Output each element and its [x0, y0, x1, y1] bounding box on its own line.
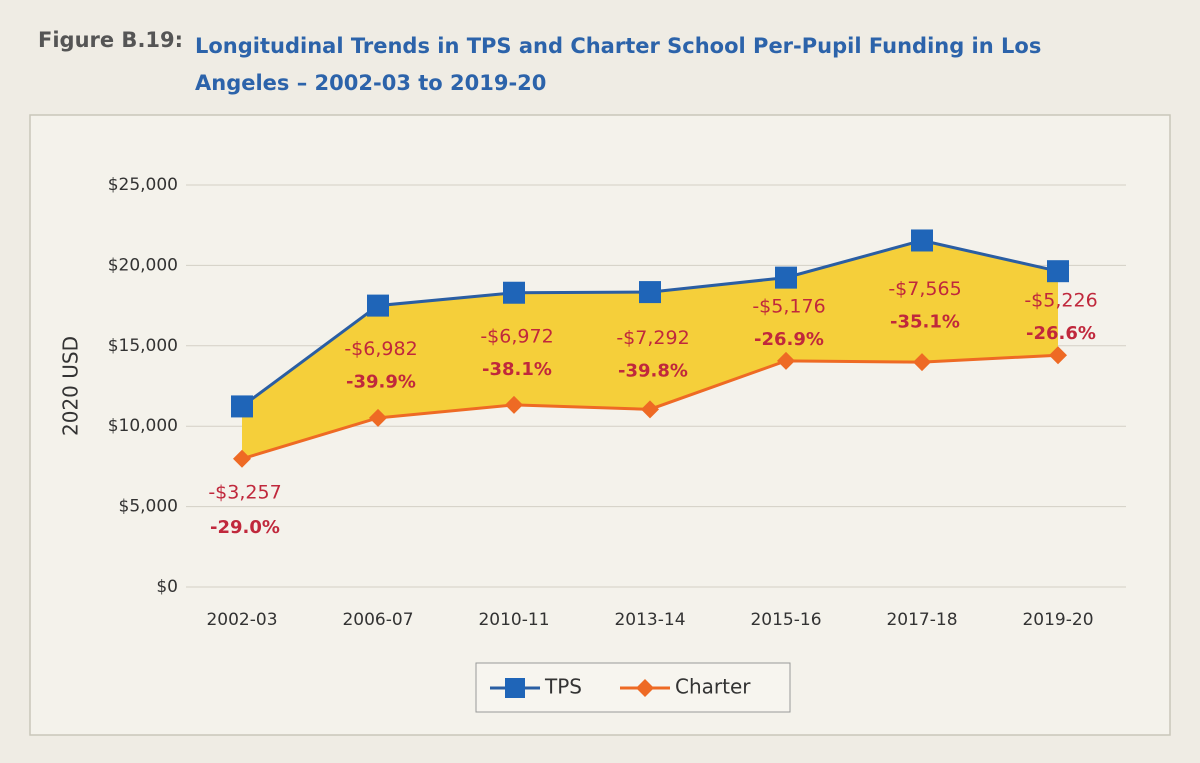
x-tick-label: 2015-16	[750, 610, 821, 630]
y-tick-label: $10,000	[108, 416, 178, 436]
difference-label: -$6,972	[480, 325, 553, 347]
difference-label: -$7,292	[616, 327, 689, 349]
difference-label: -$3,257	[208, 481, 281, 503]
x-tick-label: 2010-11	[478, 610, 549, 630]
legend-marker	[636, 679, 654, 697]
x-tick-label: 2013-14	[614, 610, 685, 630]
difference-label: -$7,565	[888, 278, 961, 300]
y-tick-label: $20,000	[108, 255, 178, 275]
y-tick-label: $0	[156, 577, 178, 597]
x-tick-label: 2006-07	[342, 610, 413, 630]
marker	[639, 281, 661, 304]
difference-label: -$6,982	[344, 338, 417, 360]
difference-label: -$5,226	[1024, 290, 1097, 312]
marker	[367, 294, 389, 317]
marker	[1047, 260, 1069, 283]
marker	[369, 408, 387, 427]
percent-label: -35.1%	[890, 311, 960, 332]
marker	[775, 266, 797, 289]
marker	[641, 400, 659, 419]
percent-label: -38.1%	[482, 359, 552, 380]
percent-label: -39.8%	[618, 361, 688, 382]
y-axis-label: 2020 USD	[59, 336, 83, 436]
percent-label: -39.9%	[346, 372, 416, 393]
gap-area	[242, 240, 1058, 459]
marker	[913, 353, 931, 372]
y-tick-label: $15,000	[108, 336, 178, 356]
difference-label: -$5,176	[752, 296, 825, 318]
marker	[1049, 346, 1067, 365]
marker	[503, 281, 525, 304]
figure-label: Figure B.19:	[38, 28, 184, 52]
percent-label: -29.0%	[210, 517, 280, 538]
x-tick-label: 2002-03	[206, 610, 277, 630]
chart-frame	[29, 114, 1171, 736]
marker	[911, 229, 933, 252]
legend-label: Charter	[675, 675, 751, 699]
y-tick-label: $25,000	[108, 175, 178, 195]
marker	[777, 351, 795, 370]
x-tick-label: 2017-18	[886, 610, 957, 630]
legend-marker	[505, 678, 525, 698]
chart-title: Longitudinal Trends in TPS and Charter S…	[195, 34, 1042, 95]
legend-label: TPS	[544, 675, 582, 699]
percent-label: -26.9%	[754, 329, 824, 350]
x-tick-label: 2019-20	[1022, 610, 1093, 630]
marker	[505, 395, 523, 414]
marker	[231, 395, 253, 418]
marker	[233, 449, 251, 468]
percent-label: -26.6%	[1026, 323, 1096, 344]
y-tick-label: $5,000	[119, 497, 178, 517]
